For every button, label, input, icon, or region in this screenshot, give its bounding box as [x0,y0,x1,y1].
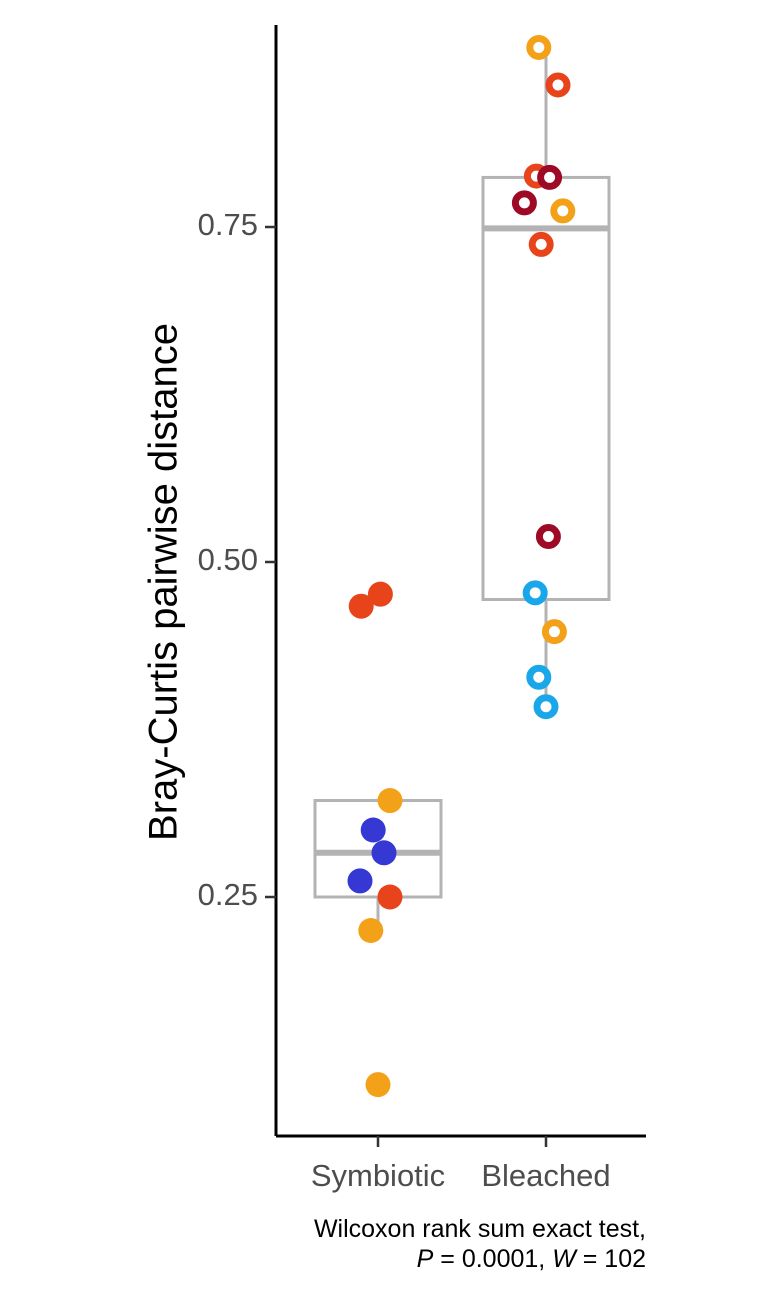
data-point [348,593,374,619]
y-tick-label: 0.50 [198,542,258,577]
data-point [367,581,393,607]
data-point [358,918,384,943]
data-point [526,34,552,60]
data-point [541,619,567,645]
x-tick-label: Bleached [481,1158,610,1193]
data-point [371,840,397,866]
data-point [347,868,373,894]
data-point [537,164,563,190]
data-point [377,788,403,814]
data-point [528,231,554,257]
x-tick-label: Symbiotic [311,1158,445,1193]
axes-layer [274,25,646,1138]
data-point [522,580,548,606]
box-bleached [481,47,611,707]
data-point [545,72,571,98]
points-layer [347,34,576,1098]
data-point [535,524,561,550]
w-symbol: W [552,1245,578,1273]
x-ticks: Symbiotic Bleached [311,1136,611,1193]
data-point [526,664,552,690]
test-caption-line2: P = 0.0001, W = 102 [417,1245,646,1273]
p-value: = 0.0001, [433,1245,552,1273]
data-point [360,817,386,843]
y-axis-label: Bray-Curtis pairwise distance [142,323,186,841]
data-point [533,694,559,720]
test-caption-line1: Wilcoxon rank sum exact test, [314,1215,646,1243]
data-point [365,1072,391,1098]
p-symbol: P [417,1245,434,1273]
y-tick-label: 0.25 [198,877,258,912]
boxes-layer [313,47,611,931]
w-value: = 102 [576,1245,646,1273]
y-ticks: 0.25 0.50 0.75 [198,207,276,912]
data-point [550,198,576,224]
y-tick-label: 0.75 [198,207,258,242]
data-point [511,190,537,216]
data-point [377,884,403,910]
